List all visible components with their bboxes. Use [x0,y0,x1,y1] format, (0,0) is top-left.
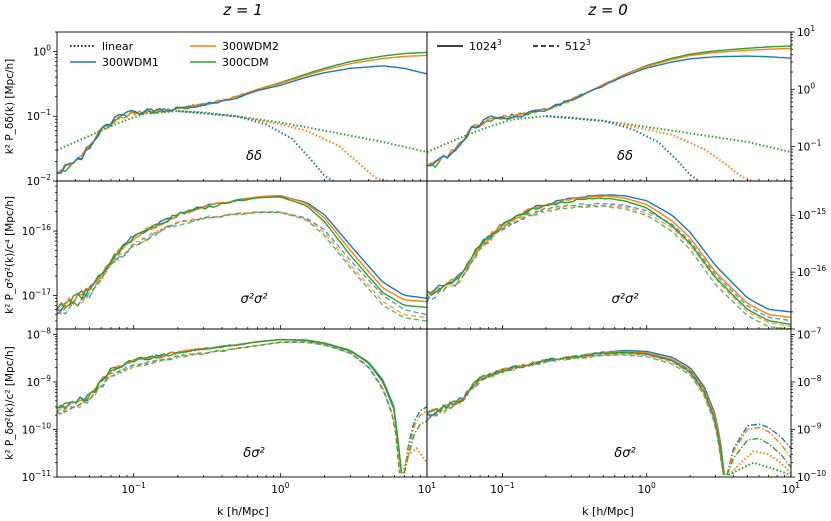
series-300cdm-neg [726,437,791,476]
series-300cdm-512 [57,211,427,322]
series-300cdm-neg-512 [728,461,791,476]
series-300wdm2-512 [57,211,427,319]
panel-label: σ²σ² [241,292,268,307]
y-axis-label: k² P_δδ(k) [Mpc/h] [4,59,16,155]
y-tick-label: 10−10 [22,421,51,436]
x-tick-label: 100 [271,481,289,496]
panel-ss-left [57,194,427,322]
panel-label: δσ² [614,446,635,461]
y-tick-label: 10−1 [797,139,822,154]
series-300cdm-1024 [57,196,427,310]
series-300cdm-512 [57,341,401,474]
panel-ds-right [427,349,791,476]
legend-label-res-512: 5123 [565,38,591,53]
series-300wdm1-neg [403,406,427,474]
y-tick-label: 10−11 [22,469,51,484]
panel-frame [56,31,428,182]
x-axis-label-left: k [h/Mpc] [217,505,269,518]
series-300wdm2-neg-512 [727,450,791,476]
series-300wdm1-neg [726,423,791,476]
y-axis-label: k² P_δσ²(k)/c² [Mpc/h] [4,346,16,460]
legend-label-300wdm1: 300WDM1 [102,56,159,69]
series-linear-300wdm2 [545,115,754,181]
series-linear-300cdm [57,110,427,153]
series-300wdm1-512 [427,202,791,322]
series-300cdm [57,51,427,175]
x-tick-label: 100 [638,481,656,496]
series-300wdm1-512 [57,341,401,474]
x-tick-label: 101 [782,481,800,496]
series-linear-300wdm2 [177,110,390,181]
y-tick-label: 10−10 [797,469,826,484]
panel-ss-right [427,194,791,329]
panel-ds-left [57,338,427,474]
series-300wdm2-1024 [427,195,791,319]
y-tick-label: 10−8 [797,374,822,389]
series-300cdm-512 [427,354,725,476]
panel-frame [426,180,792,330]
panel-label: δδ [617,149,633,164]
series-300wdm1 [57,65,427,174]
series-300cdm-1024 [57,338,403,474]
y-tick-label: 10−9 [797,421,822,436]
y-tick-label: 10−1 [27,108,52,123]
series-300wdm2-512 [57,341,401,474]
series-linear-300wdm1 [177,110,334,181]
col-title-left: z = 1 [222,1,263,19]
series-300wdm2-1024 [57,338,403,474]
series-300wdm2-1024 [427,350,725,476]
series-300wdm1-512 [427,352,725,476]
series-300cdm-neg [403,420,427,474]
y-tick-label: 10−15 [797,207,826,222]
col-title-right: z = 0 [587,1,628,19]
y-tick-label: 10−7 [797,326,822,341]
panel-frame [426,328,792,478]
y-tick-label: 10−8 [27,326,52,341]
legend-label-linear: linear [102,40,134,53]
series-300cdm-1024 [427,197,791,326]
y-tick-label: 10−17 [22,287,51,302]
panel-dd-left [57,51,427,181]
series-300wdm2-neg [726,426,791,476]
series-300wdm2-512 [427,204,791,328]
series-300cdm [427,45,791,169]
series-300wdm1-512 [57,211,427,316]
series-300wdm2 [57,54,427,174]
series-300wdm1 [427,55,791,167]
series-300wdm2-neg [403,409,427,474]
legend-label-300wdm2: 300WDM2 [222,40,279,53]
y-axis-label: k² P_σ²σ²(k)/c⁴ [Mpc/h] [4,196,16,314]
panel-label: δδ [246,149,262,164]
series-300cdm-1024 [427,351,725,476]
series-300cdm-512 [427,204,791,329]
legend-label-300cdm: 300CDM [222,56,269,69]
series-300wdm1-1024 [427,194,791,313]
panel-frame [56,328,428,478]
legend-label-res-1024: 10243 [469,38,502,53]
series-linear-300wdm1 [545,115,700,181]
y-tick-label: 10−16 [797,264,826,279]
series-300wdm1-1024 [57,338,403,474]
y-tick-label: 100 [797,81,815,96]
panel-dd-right [427,45,791,181]
x-tick-label: 10−1 [121,481,146,496]
x-axis-label-right: k [h/Mpc] [582,505,634,518]
y-tick-label: 10−16 [22,223,51,238]
x-tick-label: 10−1 [490,481,515,496]
y-tick-label: 100 [33,43,51,58]
x-tick-label: 101 [418,481,436,496]
y-tick-label: 10−9 [27,374,52,389]
series-300wdm2-512 [427,353,725,476]
y-tick-label: 101 [797,24,815,39]
series-linear-300cdm [427,115,791,154]
panel-label: σ²σ² [612,292,639,307]
y-tick-label: 10−2 [27,173,52,188]
panel-label: δσ² [243,446,264,461]
series-300wdm2 [427,47,791,167]
panel-frame [426,31,792,182]
